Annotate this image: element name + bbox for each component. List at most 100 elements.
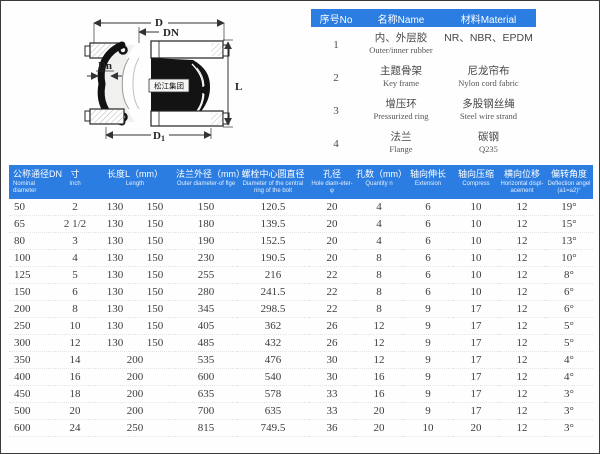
hole-diameter-cell: 22 [309, 266, 355, 285]
deflection-angle-cell: 15° [545, 215, 593, 234]
deflection-angle-cell: 19° [545, 198, 593, 217]
horizontal-displacement-cell: 12 [499, 232, 545, 251]
inch-cell: 2 [55, 198, 95, 217]
hole-diameter-cell: 20 [309, 232, 355, 251]
flange-od-cell: 230 [175, 249, 237, 268]
bolt-circle-cell: 635 [237, 402, 309, 421]
deflection-angle-cell: 4° [545, 368, 593, 387]
material-table-rows: 1 内、外层胶 Outer/inner rubber NR、NBR、EPDM 2 主题骨架… [311, 32, 597, 157]
hole-diameter-cell: 20 [309, 249, 355, 268]
hole-quantity-cell: 12 [355, 317, 403, 336]
spec-row-dn-350: 350 14 200 535 476 30 12 9 17 12 4° [9, 351, 593, 370]
spec-col-hole-quantity: 孔数（mm） Quantity n [355, 165, 407, 199]
hole-diameter-cell: 30 [309, 368, 355, 387]
hole-quantity-cell: 4 [355, 198, 403, 217]
spec-row-dn-450: 450 18 200 635 578 33 16 9 17 12 3° [9, 385, 593, 404]
compress-cell: 10 [453, 266, 499, 285]
hole-quantity-cell: 20 [355, 419, 403, 438]
spec-col-deflection-angle: 偏转角度 Deflection angel (a1=a2)° [545, 165, 593, 199]
compress-cell: 17 [453, 351, 499, 370]
bolt-circle-cell: 241.5 [237, 283, 309, 302]
compress-cell: 10 [453, 215, 499, 234]
product-diagram: D DN [1, 1, 309, 161]
bolt-circle-cell: 298.5 [237, 300, 309, 319]
length-cell-1: 130 [95, 334, 135, 353]
extension-cell: 9 [403, 368, 453, 387]
deflection-angle-cell: 5° [545, 334, 593, 353]
hole-diameter-cell: 30 [309, 351, 355, 370]
compress-cell: 17 [453, 368, 499, 387]
inch-cell: 6 [55, 283, 95, 302]
dim-label-D: D [155, 17, 163, 29]
material-row: 4 法兰 Flange 碳钢 Q235 [311, 131, 597, 157]
material-row-material: 多股钢丝绳 Steel wire strand [459, 98, 518, 122]
hole-diameter-cell: 33 [309, 385, 355, 404]
hole-quantity-cell: 8 [355, 266, 403, 285]
compress-cell: 10 [453, 198, 499, 217]
dim-label-DN: DN [163, 27, 179, 39]
length-cell: 200 [95, 351, 175, 370]
horizontal-displacement-cell: 12 [499, 215, 545, 234]
length-cell: 200 [95, 368, 175, 387]
length-cell-2: 150 [135, 198, 175, 217]
deflection-angle-cell: 10° [545, 249, 593, 268]
bolt-circle-cell: 476 [237, 351, 309, 370]
material-row: 2 主题骨架 Key frame 尼龙帘布 Nylon cord fabric [311, 65, 597, 91]
compress-cell: 10 [453, 283, 499, 302]
spec-col-bolt-circle: 螺栓中心圆直径 Diameter of the central ring of t… [237, 165, 309, 199]
deflection-angle-cell: 4° [545, 351, 593, 370]
extension-cell: 6 [403, 283, 453, 302]
flange-od-cell: 280 [175, 283, 237, 302]
spec-col-axial-extension: 轴向伸长 Extension [403, 165, 453, 199]
compress-cell: 17 [453, 402, 499, 421]
material-row-name: 法兰 Flange [389, 131, 413, 155]
length-cell-1: 130 [95, 215, 135, 234]
material-row-number: 1 [333, 39, 339, 51]
extension-cell: 9 [403, 385, 453, 404]
bolt-circle-cell: 152.5 [237, 232, 309, 251]
compress-cell: 17 [453, 334, 499, 353]
bolt-circle-cell: 139.5 [237, 215, 309, 234]
hole-quantity-cell: 12 [355, 334, 403, 353]
flange-od-cell: 405 [175, 317, 237, 336]
extension-cell: 6 [403, 249, 453, 268]
hole-quantity-cell: 20 [355, 402, 403, 421]
material-row: 3 增压环 Pressurized ring 多股钢丝绳 Steel wire stra… [311, 98, 597, 124]
length-cell-2: 150 [135, 317, 175, 336]
spec-row-dn-600: 600 24 250 815 749.5 36 20 10 20 12 3° [9, 419, 593, 438]
inch-cell: 4 [55, 249, 95, 268]
deflection-angle-cell: 13° [545, 232, 593, 251]
bolt-circle-cell: 432 [237, 334, 309, 353]
hole-diameter-cell: 26 [309, 334, 355, 353]
deflection-angle-cell: 6° [545, 300, 593, 319]
extension-cell: 9 [403, 351, 453, 370]
inch-cell: 5 [55, 266, 95, 285]
extension-cell: 6 [403, 232, 453, 251]
spec-table-body: 50 2 130 150 150 120.5 20 4 6 10 12 19° 65 2 1/2 130 15… [9, 198, 593, 438]
compress-cell: 20 [453, 419, 499, 438]
flange-od-cell: 345 [175, 300, 237, 319]
inch-cell: 2 1/2 [55, 215, 95, 234]
horizontal-displacement-cell: 12 [499, 334, 545, 353]
hole-quantity-cell: 8 [355, 283, 403, 302]
horizontal-displacement-cell: 12 [499, 351, 545, 370]
deflection-angle-cell: 8° [545, 266, 593, 285]
material-row-number: 2 [333, 72, 339, 84]
flange-od-cell: 535 [175, 351, 237, 370]
spec-row-dn-400: 400 16 200 600 540 30 16 9 17 12 4° [9, 368, 593, 387]
dn-cell: 100 [9, 249, 55, 268]
spec-row-dn-200: 200 8 130 150 345 298.5 22 8 9 17 12 6° [9, 300, 593, 319]
bolt-circle-cell: 120.5 [237, 198, 309, 217]
extension-cell: 9 [403, 334, 453, 353]
compress-cell: 17 [453, 385, 499, 404]
inch-cell: 16 [55, 368, 95, 387]
horizontal-displacement-cell: 12 [499, 385, 545, 404]
dn-cell: 125 [9, 266, 55, 285]
material-row: 1 内、外层胶 Outer/inner rubber NR、NBR、EPDM [311, 32, 597, 58]
spec-col-inch: 寸 Inch [55, 165, 95, 199]
horizontal-displacement-cell: 12 [499, 402, 545, 421]
flange-od-cell: 600 [175, 368, 237, 387]
horizontal-displacement-cell: 12 [499, 249, 545, 268]
material-row-name: 主题骨架 Key frame [380, 65, 422, 89]
length-cell-2: 150 [135, 266, 175, 285]
